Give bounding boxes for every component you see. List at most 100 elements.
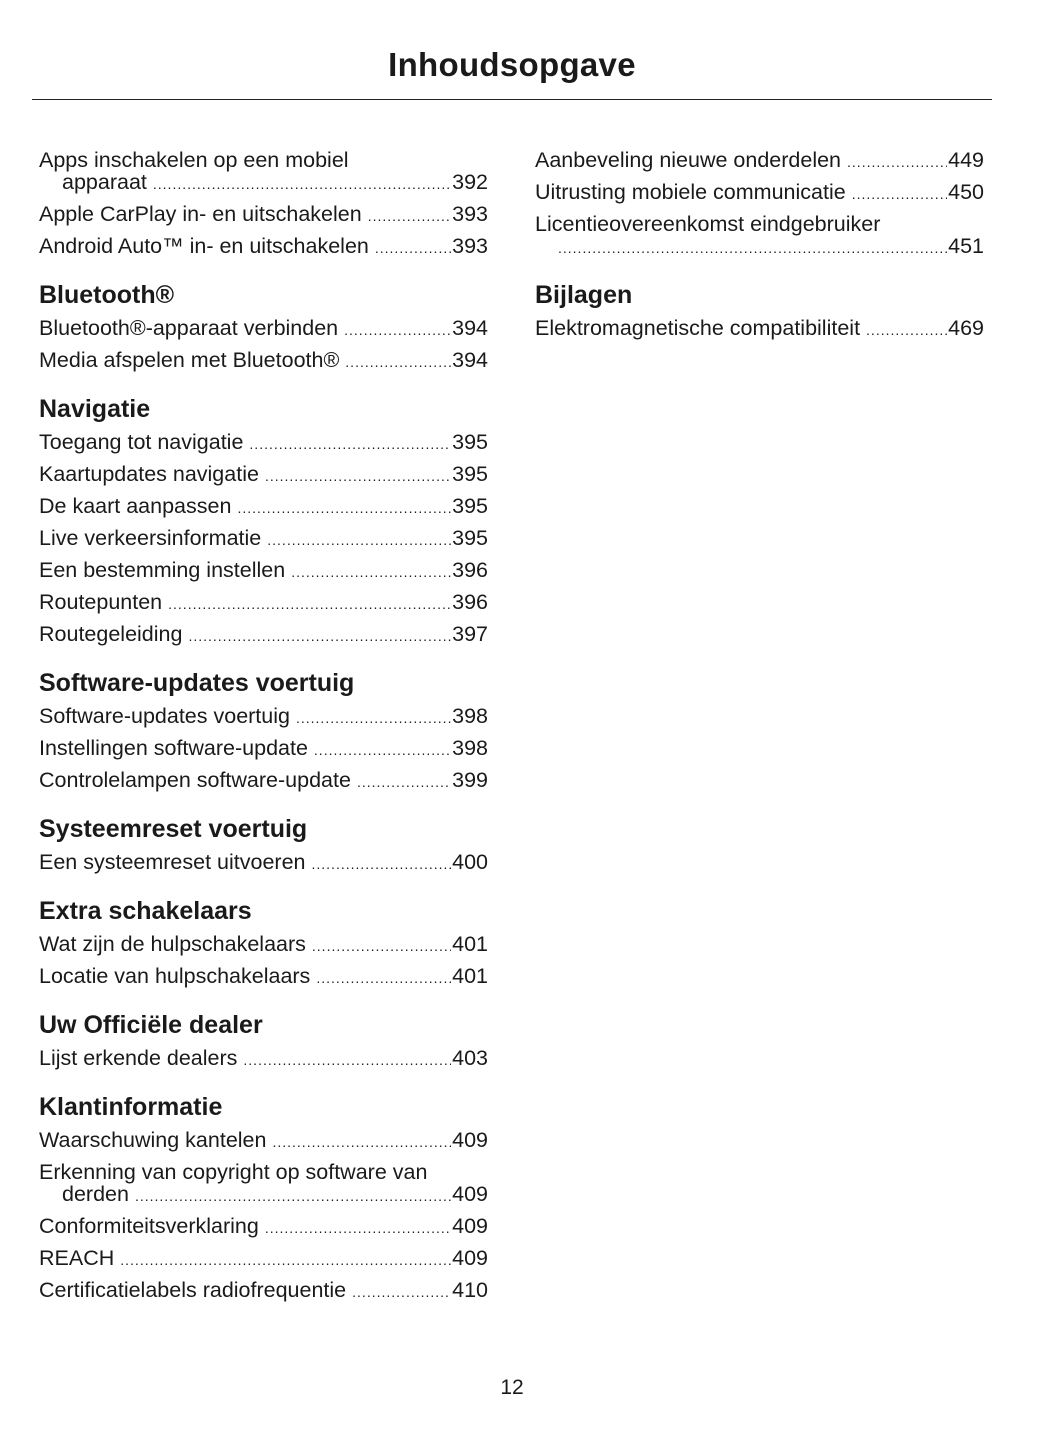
toc-section: Bluetooth® Bluetooth®-apparaat verbinden 3… <box>39 280 488 373</box>
toc-entry[interactable]: Wat zijn de hulpschakelaars 401 <box>39 933 488 957</box>
toc-entry[interactable]: Certificatielabels radiofrequentie 410 <box>39 1279 488 1303</box>
toc-entry[interactable]: Live verkeersinformatie 395 <box>39 527 488 551</box>
toc-entry[interactable]: Kaartupdates navigatie 395 <box>39 463 488 487</box>
toc-entry[interactable]: Elektromagnetische compatibiliteit 469 <box>535 317 984 341</box>
entry-line: Android Auto™ in- en uitschakelen 393 <box>39 235 488 259</box>
entry-title: Media afspelen met Bluetooth® <box>39 348 340 372</box>
section-heading: Systeemreset voertuig <box>39 815 308 843</box>
toc-entry[interactable]: Media afspelen met Bluetooth® 394 <box>39 349 488 373</box>
entry-line: derden 409 <box>39 1183 488 1207</box>
entry-title-continued: apparaat <box>62 170 147 194</box>
section-heading: Navigatie <box>39 395 151 423</box>
entry-line: Aanbeveling nieuwe onderdelen 449 <box>535 149 984 173</box>
entry-page: 403 <box>452 1046 488 1070</box>
toc-entry[interactable]: Software-updates voertuig 398 <box>39 705 488 729</box>
entry-page: 409 <box>452 1246 488 1270</box>
entry-line: Media afspelen met Bluetooth® 394 <box>39 349 488 373</box>
entry-page: 401 <box>452 964 488 988</box>
toc-entry[interactable]: REACH 409 <box>39 1247 488 1271</box>
toc-entry[interactable]: Locatie van hulpschakelaars 401 <box>39 965 488 989</box>
entry-title: Android Auto™ in- en uitschakelen <box>39 234 369 258</box>
entry-page: 395 <box>452 430 488 454</box>
entry-title-continued: derden <box>62 1182 129 1206</box>
entry-title: Bluetooth®-apparaat verbinden <box>39 316 339 340</box>
dot-leader <box>153 173 451 195</box>
entry-page: 398 <box>452 704 488 728</box>
entry-line: Wat zijn de hulpschakelaars 401 <box>39 933 488 957</box>
toc-entry[interactable]: Apple CarPlay in- en uitschakelen 393 <box>39 203 488 227</box>
toc-entry[interactable]: Lijst erkende dealers 403 <box>39 1047 488 1071</box>
dot-leader <box>135 1185 451 1207</box>
dot-leader <box>272 1131 451 1153</box>
dot-leader <box>375 237 451 259</box>
toc-entry[interactable]: De kaart aanpassen 395 <box>39 495 488 519</box>
entry-page: 398 <box>452 736 488 760</box>
entry-title: Apps inschakelen op een mobiel <box>39 148 349 172</box>
toc-entry[interactable]: Een bestemming instellen 396 <box>39 559 488 583</box>
dot-leader <box>357 771 451 793</box>
entry-line: Controlelampen software-update 399 <box>39 769 488 793</box>
toc-entry[interactable]: Licentieovereenkomst eindgebruiker 451 <box>535 213 984 259</box>
section-heading: Klantinformatie <box>39 1093 223 1121</box>
entry-line: Kaartupdates navigatie 395 <box>39 463 488 487</box>
toc-entry[interactable]: Erkenning van copyright op software van d… <box>39 1161 488 1207</box>
entry-line: Lijst erkende dealers 403 <box>39 1047 488 1071</box>
entry-line: Uitrusting mobiele communicatie 450 <box>535 181 984 205</box>
entry-title: Licentieovereenkomst eindgebruiker <box>535 212 881 236</box>
toc-entry[interactable]: Uitrusting mobiele communicatie 450 <box>535 181 984 205</box>
dot-leader <box>352 1281 451 1303</box>
entry-page: 395 <box>452 526 488 550</box>
toc-entry[interactable]: Toegang tot navigatie 395 <box>39 431 488 455</box>
entry-title: Instellingen software-update <box>39 736 308 760</box>
entry-page: 400 <box>452 850 488 874</box>
entry-page: 451 <box>948 234 984 258</box>
entry-title: Software-updates voertuig <box>39 704 290 728</box>
toc-entry[interactable]: Een systeemreset uitvoeren 400 <box>39 851 488 875</box>
entry-line: apparaat 392 <box>39 171 488 195</box>
dot-leader <box>558 237 947 259</box>
section-heading: Extra schakelaars <box>39 897 252 925</box>
toc-section: Extra schakelaars Wat zijn de hulpschakel… <box>39 896 488 989</box>
dot-leader <box>267 529 451 551</box>
entry-page: 396 <box>452 590 488 614</box>
toc-entry[interactable]: Routegeleiding 397 <box>39 623 488 647</box>
entry-line: Certificatielabels radiofrequentie 410 <box>39 1279 488 1303</box>
toc-entry[interactable]: Instellingen software-update 398 <box>39 737 488 761</box>
entry-line: Locatie van hulpschakelaars 401 <box>39 965 488 989</box>
dot-leader <box>312 853 452 875</box>
toc-section: Bijlagen Elektromagnetische compatibilite… <box>535 280 984 341</box>
entry-page: 395 <box>452 462 488 486</box>
section-heading: Uw Officiële dealer <box>39 1011 263 1039</box>
entry-line: Apple CarPlay in- en uitschakelen 393 <box>39 203 488 227</box>
entry-title: Toegang tot navigatie <box>39 430 244 454</box>
toc-section: Software-updates voertuig Software-update… <box>39 668 488 793</box>
toc-entry[interactable]: Bluetooth®-apparaat verbinden 394 <box>39 317 488 341</box>
toc-column-right: Aanbeveling nieuwe onderdelen 449 Uitrusti… <box>535 149 984 349</box>
section-heading: Bijlagen <box>535 281 633 309</box>
toc-entry[interactable]: Waarschuwing kantelen 409 <box>39 1129 488 1153</box>
toc-entry[interactable]: Android Auto™ in- en uitschakelen 393 <box>39 235 488 259</box>
entry-line: Instellingen software-update 398 <box>39 737 488 761</box>
toc-entry[interactable]: Controlelampen software-update 399 <box>39 769 488 793</box>
toc-entry[interactable]: Conformiteitsverklaring 409 <box>39 1215 488 1239</box>
entry-page: 394 <box>452 348 488 372</box>
entry-title: Waarschuwing kantelen <box>39 1128 267 1152</box>
toc-entry[interactable]: Routepunten 396 <box>39 591 488 615</box>
dot-leader <box>345 351 451 373</box>
entry-line: Conformiteitsverklaring 409 <box>39 1215 488 1239</box>
page-number: 12 <box>500 1376 524 1399</box>
dot-leader <box>291 561 451 583</box>
entry-page: 401 <box>452 932 488 956</box>
entry-line: Elektromagnetische compatibiliteit 469 <box>535 317 984 341</box>
entry-title: Routepunten <box>39 590 163 614</box>
entry-title: Certificatielabels radiofrequentie <box>39 1278 347 1302</box>
entry-title: Conformiteitsverklaring <box>39 1214 259 1238</box>
toc-section: Aanbeveling nieuwe onderdelen 449 Uitrusti… <box>535 149 984 259</box>
dot-leader <box>296 707 451 729</box>
entry-line: 451 <box>535 235 984 259</box>
entry-page: 410 <box>452 1278 488 1302</box>
toc-entry[interactable]: Aanbeveling nieuwe onderdelen 449 <box>535 149 984 173</box>
dot-leader <box>265 465 451 487</box>
